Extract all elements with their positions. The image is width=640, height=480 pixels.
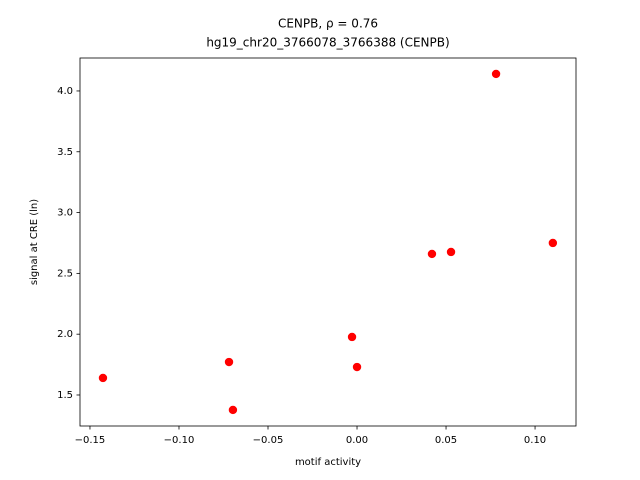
x-tick-label: −0.15 bbox=[75, 435, 106, 446]
point bbox=[427, 249, 437, 259]
x-tick-label: −0.10 bbox=[164, 435, 195, 446]
point bbox=[228, 405, 238, 415]
y-tick-label: 1.5 bbox=[57, 390, 73, 401]
chart-title: CENPB, ρ = 0.76 bbox=[278, 17, 378, 31]
x-tick-label: 0.10 bbox=[524, 435, 546, 446]
y-axis-label: signal at CRE (ln) bbox=[29, 199, 40, 285]
point bbox=[352, 362, 362, 372]
y-tick-label: 3.5 bbox=[57, 147, 73, 158]
y-tick-label: 3.0 bbox=[57, 208, 73, 219]
plot-frame bbox=[79, 57, 577, 427]
x-axis-label: motif activity bbox=[295, 457, 361, 468]
point bbox=[347, 332, 357, 342]
chart-subtitle: hg19_chr20_3766078_3766388 (CENPB) bbox=[206, 36, 449, 50]
y-tick-label: 4.0 bbox=[57, 86, 73, 97]
point bbox=[548, 238, 558, 248]
point bbox=[98, 373, 108, 383]
x-tick-label: 0.00 bbox=[346, 435, 368, 446]
point bbox=[224, 357, 234, 367]
point bbox=[446, 247, 456, 257]
y-tick-label: 2.5 bbox=[57, 268, 73, 279]
y-tick-label: 2.0 bbox=[57, 329, 73, 340]
x-tick-label: 0.05 bbox=[435, 435, 457, 446]
point bbox=[491, 69, 501, 79]
x-tick-label: −0.05 bbox=[253, 435, 284, 446]
